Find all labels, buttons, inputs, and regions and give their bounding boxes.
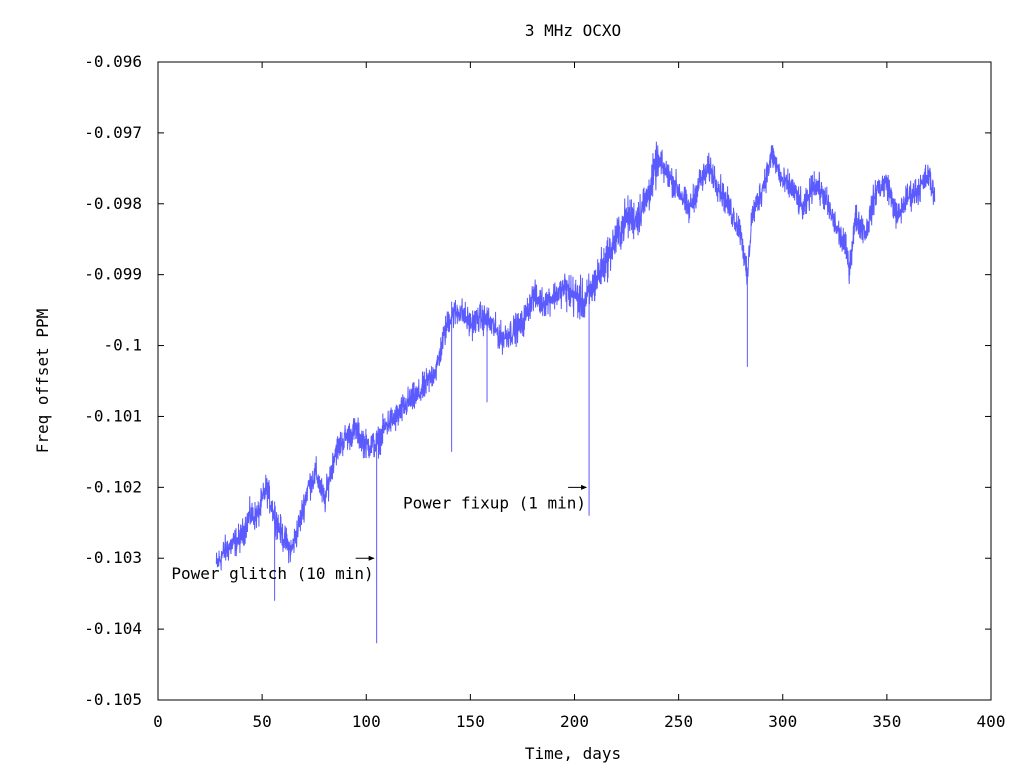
y-tick-label: -0.098 — [84, 194, 142, 213]
annotation-arrow-head — [368, 555, 375, 561]
y-tick-label: -0.104 — [84, 619, 142, 638]
y-axis-tick-labels: -0.105 -0.104 -0.103 -0.102 -0.101 -0.1 -0.099… — [84, 52, 142, 709]
x-tick-label: 150 — [456, 712, 485, 731]
x-tick-label: 350 — [872, 712, 901, 731]
x-tick-label: 400 — [977, 712, 1006, 731]
y-tick-label: -0.096 — [84, 52, 142, 71]
x-tick-label: 50 — [252, 712, 271, 731]
y-tick-label: -0.102 — [84, 477, 142, 496]
y-tick-label: -0.097 — [84, 123, 142, 142]
y-tick-label: -0.105 — [84, 690, 142, 709]
y-tick-label: -0.103 — [84, 548, 142, 567]
series-layer — [215, 141, 936, 644]
x-tick-label: 100 — [352, 712, 381, 731]
y-axis-label: Freq offset PPM — [33, 309, 52, 454]
series-line — [215, 141, 936, 571]
x-tick-label: 0 — [153, 712, 163, 731]
axis-ticks — [157, 61, 992, 701]
annotation-layer: Power glitch (10 min) Power fixup (1 min) — [171, 484, 588, 583]
y-tick-label: -0.099 — [84, 265, 142, 284]
x-tick-label: 300 — [768, 712, 797, 731]
x-axis-tick-labels: 0 50 100 150 200 250 300 350 400 — [153, 712, 1005, 731]
y-tick-label: -0.1 — [103, 336, 142, 355]
annotation-label: Power fixup (1 min) — [403, 493, 586, 512]
x-axis-label: Time, days — [525, 744, 621, 763]
chart-title: 3 MHz OCXO — [525, 21, 621, 40]
x-tick-label: 200 — [560, 712, 589, 731]
annotation-label: Power glitch (10 min) — [171, 564, 373, 583]
plot-frame — [157, 61, 992, 701]
annotation-arrow-head — [581, 484, 588, 490]
y-tick-label: -0.101 — [84, 406, 142, 425]
x-tick-label: 250 — [664, 712, 693, 731]
